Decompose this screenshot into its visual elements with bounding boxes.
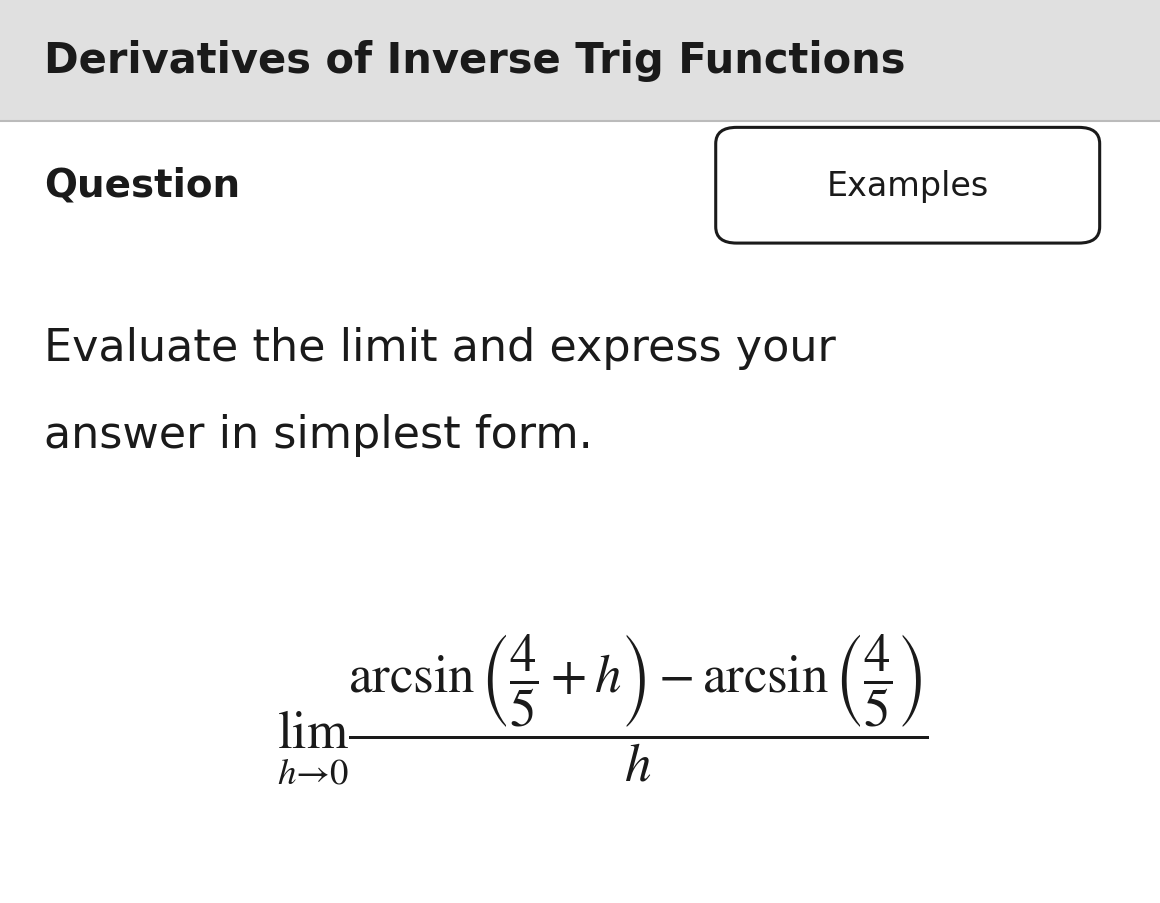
FancyBboxPatch shape [716, 128, 1100, 244]
Text: Derivatives of Inverse Trig Functions: Derivatives of Inverse Trig Functions [44, 40, 906, 82]
Text: Examples: Examples [827, 170, 988, 202]
FancyBboxPatch shape [0, 122, 1160, 903]
FancyBboxPatch shape [0, 0, 1160, 122]
Text: Question: Question [44, 166, 240, 204]
Text: $\lim_{h\to 0} \dfrac{\arcsin\left(\dfrac{4}{5} + h\right) - \arcsin\left(\dfrac: $\lim_{h\to 0} \dfrac{\arcsin\left(\dfra… [277, 631, 929, 787]
Text: Evaluate the limit and express your: Evaluate the limit and express your [44, 326, 836, 369]
Text: answer in simplest form.: answer in simplest form. [44, 414, 593, 457]
